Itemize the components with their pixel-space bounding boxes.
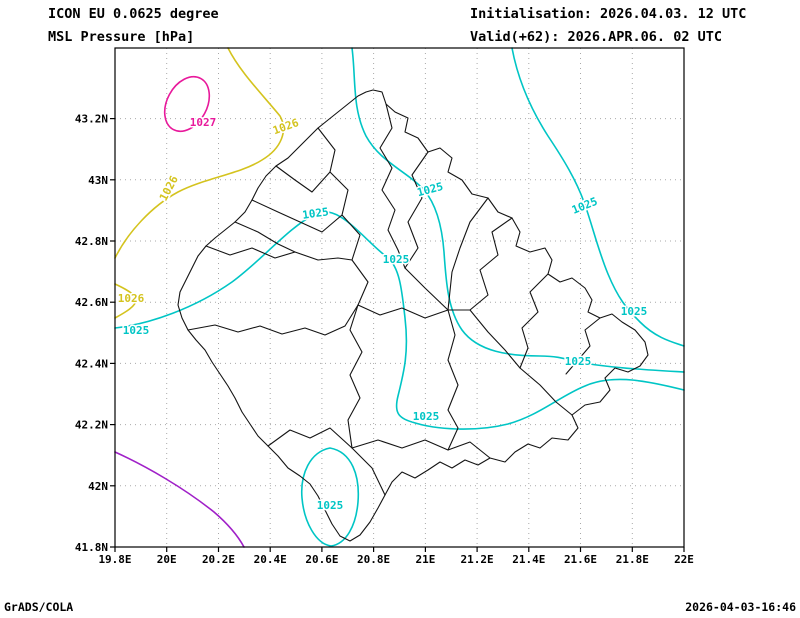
- contour-1025-line-center: [351, 47, 685, 373]
- contour-label-1025: 1025: [570, 195, 599, 217]
- grads-credit: GrADS/COLA: [4, 600, 74, 614]
- x-axis-labels: 19.8E 20E 20.2E 20.4E 20.6E 20.8E 21E 21…: [98, 553, 694, 566]
- y-tick-label: 43N: [88, 174, 108, 187]
- model-title: ICON EU 0.0625 degree: [48, 6, 219, 22]
- render-timestamp: 2026-04-03-16:46: [685, 600, 796, 614]
- y-tick-label: 42N: [88, 480, 108, 493]
- x-tick-label: 20.6E: [305, 553, 338, 566]
- municipal-border: [447, 197, 489, 311]
- municipal-border: [379, 103, 406, 269]
- x-tick-label: 22E: [674, 553, 694, 566]
- x-tick-label: 20.2E: [202, 553, 235, 566]
- municipal-border: [469, 309, 573, 416]
- x-tick-label: 21.4E: [512, 553, 545, 566]
- municipal-border: [347, 304, 386, 496]
- field-title: MSL Pressure [hPa]: [48, 29, 195, 45]
- municipal-border: [565, 317, 601, 375]
- contour-label-1025: 1025: [565, 355, 592, 368]
- valid-time-label: Valid(+62): 2026.APR.06. 02 UTC: [470, 29, 722, 45]
- municipal-border: [267, 427, 353, 449]
- init-time-label: Initialisation: 2026.04.03. 12 UTC: [470, 6, 747, 22]
- contour-label-1025: 1025: [301, 205, 329, 222]
- x-tick-label: 21.6E: [564, 553, 597, 566]
- x-tick-label: 19.8E: [98, 553, 131, 566]
- x-tick-label: 20E: [157, 553, 177, 566]
- municipal-border: [357, 304, 471, 319]
- x-tick-label: 21.8E: [616, 553, 649, 566]
- x-tick-label: 21.2E: [461, 553, 494, 566]
- contour-1026-line-a: [114, 47, 285, 259]
- municipal-border: [404, 151, 429, 269]
- x-tick-label: 21E: [415, 553, 435, 566]
- contour-1026-group: [114, 47, 285, 319]
- contour-label-1025: 1025: [416, 180, 445, 199]
- y-tick-label: 43.2N: [75, 113, 108, 126]
- municipal-border: [469, 217, 513, 311]
- contour-label-1025: 1025: [123, 324, 150, 337]
- contour-purple-group: [114, 451, 245, 548]
- contour-label-1026: 1026: [157, 173, 181, 203]
- contour-1025-line-east: [511, 47, 685, 347]
- municipal-border: [404, 267, 449, 311]
- contour-label-1026: 1026: [118, 292, 145, 305]
- contour-label-1025: 1025: [383, 253, 410, 266]
- municipal-border: [351, 439, 491, 459]
- contour-purple-line: [114, 451, 245, 548]
- contour-1025-loop-south: [300, 447, 360, 547]
- y-tick-label: 42.4N: [75, 357, 108, 370]
- kosovo-municipal-boundaries: [177, 89, 649, 542]
- contour-label-1025: 1025: [413, 410, 440, 423]
- y-tick-label: 42.6N: [75, 296, 108, 309]
- contour-1027-ellipse: [163, 75, 211, 133]
- x-tick-label: 20.8E: [357, 553, 390, 566]
- municipal-border: [205, 245, 353, 261]
- municipal-border: [187, 304, 359, 336]
- municipal-border: [251, 199, 343, 233]
- contour-label-1025: 1025: [621, 305, 648, 318]
- contour-label-1025: 1025: [317, 499, 344, 512]
- contour-1027-group: [163, 75, 211, 133]
- contour-1026-line-b: [114, 283, 137, 319]
- axis-tick-marks: [110, 117, 685, 552]
- y-tick-label: 41.8N: [75, 541, 108, 554]
- contour-label-1026: 1026: [271, 116, 301, 137]
- contour-label-1027: 1027: [190, 116, 217, 129]
- municipal-border: [234, 221, 296, 253]
- municipal-border: [519, 273, 549, 369]
- plot-frame: [114, 47, 685, 548]
- y-tick-label: 42.8N: [75, 235, 108, 248]
- municipal-border: [447, 309, 459, 451]
- y-axis-labels: 43.2N 43N 42.8N 42.6N 42.4N 42.2N 42N 41…: [75, 113, 108, 554]
- x-tick-label: 20.4E: [254, 553, 287, 566]
- contour-1025-line-west: [114, 211, 685, 430]
- y-tick-label: 42.2N: [75, 419, 108, 432]
- kosovo-outline: [177, 89, 649, 542]
- plot-frame-group: [110, 47, 685, 552]
- municipal-border: [275, 165, 331, 193]
